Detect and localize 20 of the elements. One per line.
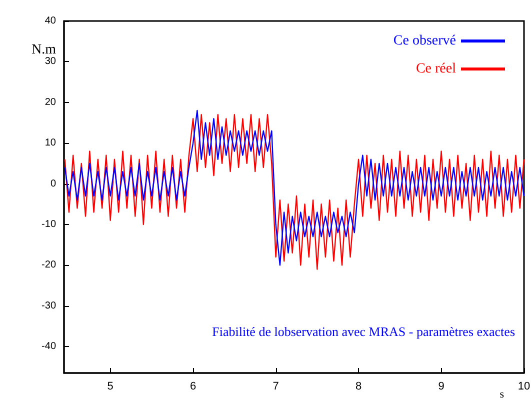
- x-tick-label: 9: [438, 380, 444, 392]
- x-tick-label: 10: [518, 380, 530, 392]
- y-axis-title: N.m: [32, 42, 56, 58]
- y-tick-label: 10: [44, 138, 56, 149]
- legend-label: Ce réel: [416, 62, 456, 76]
- y-tick-label: -40: [42, 341, 56, 352]
- x-tick-label: 7: [272, 380, 279, 392]
- y-tick-label: -10: [42, 218, 56, 230]
- x-tick-label: 5: [107, 380, 114, 392]
- y-tick-label: -20: [42, 260, 56, 271]
- y-tick-label: 0: [50, 178, 56, 190]
- x-tick-label: 8: [355, 380, 362, 392]
- x-tick-label: 6: [190, 380, 196, 392]
- legend-label: Ce observé: [393, 34, 456, 48]
- x-axis-title: s: [500, 388, 504, 400]
- y-tick-label: -30: [42, 300, 56, 312]
- annotation: Fiabilité de lobservation avec MRAS - paramètres exactes: [212, 324, 516, 339]
- y-tick-label: 40: [44, 16, 56, 26]
- y-tick-label: 30: [44, 56, 56, 68]
- y-tick-label: 20: [44, 96, 56, 108]
